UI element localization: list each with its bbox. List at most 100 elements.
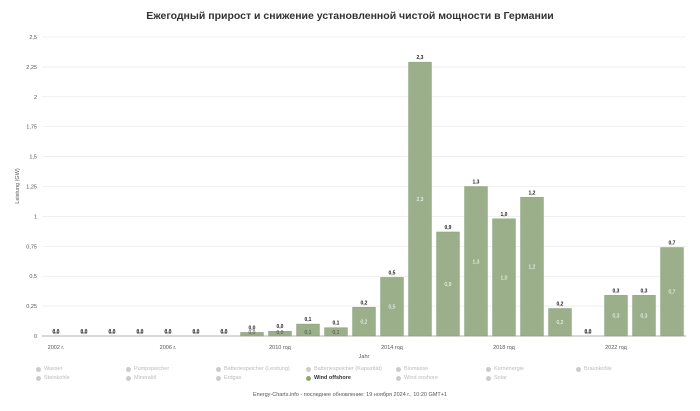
legend-dot-icon	[126, 366, 131, 372]
bar	[464, 186, 488, 337]
x-tick-label: 2014 год	[381, 345, 404, 351]
bar-inner-label: 0,0	[53, 330, 60, 336]
legend-item-label: Mineralöl	[134, 375, 157, 381]
legend-item[interactable]: Wind onshore	[396, 375, 438, 381]
legend-item[interactable]: Wasser	[36, 366, 62, 372]
legend-item[interactable]: Kernenergie	[486, 366, 524, 372]
bar-value-label: 0,5	[389, 270, 396, 276]
legend-item-label: Biomasse	[404, 366, 429, 372]
y-tick-label: 1,25	[26, 185, 37, 191]
x-axis-ticks: 2002 г. 2006 г. 2010 год 2014 год 2018 год 20…	[48, 345, 628, 351]
bar	[548, 308, 572, 337]
bar-value-label: 0,0	[165, 329, 172, 335]
bar-inner-label: 0,0	[137, 330, 144, 336]
bar-inner-label: 0,0	[193, 330, 200, 336]
legend-item[interactable]: Solar	[486, 375, 507, 381]
chart-title: Ежегодный прирост и снижение установленн…	[146, 10, 554, 22]
y-tick-label: 1,75	[26, 125, 37, 131]
legend-item-label: Batteriespeicher (Kapazität)	[314, 366, 382, 372]
bar-inner-label: 0,5	[389, 305, 396, 311]
bar-inner-label: 0,3	[641, 314, 648, 320]
bar	[296, 323, 320, 337]
bar-value-label: 1,2	[529, 190, 536, 196]
bar-value-label: 0,0	[193, 329, 200, 335]
bar-inner-label: 1,3	[473, 259, 480, 265]
bar-inner-label: 0,9	[445, 282, 452, 288]
bar	[408, 61, 432, 337]
bar-inner-label: 0,7	[669, 290, 676, 296]
legend-item[interactable]: Wind offshore	[306, 375, 351, 381]
legend-item[interactable]: Braunkohle	[576, 366, 612, 372]
x-tick-label: 2010 год	[269, 345, 292, 351]
legend-row-2: Steinkohle Mineralöl Erdgas Wind offshore Wi…	[36, 375, 676, 384]
y-axis-ticks: 0 0,25 0,5 0,75 1 1,25 1,5 1,75 2 2,25 2,5	[26, 35, 37, 340]
bar	[604, 295, 628, 337]
legend-item-label: Braunkohle	[584, 366, 612, 372]
bars: 0,00,0 0,00,0 0,00,0 0,00,0 0,00,0 0,00,0 0,00…	[53, 55, 684, 337]
bar-value-label: 0,0	[221, 329, 228, 335]
legend-dot-icon	[306, 375, 311, 381]
bar-value-label: 0,0	[53, 329, 60, 335]
x-tick-label: 2022 год	[605, 345, 628, 351]
bar-inner-label: 2,3	[417, 197, 424, 203]
bar-value-label: 0,1	[333, 321, 340, 327]
legend-dot-icon	[576, 366, 581, 372]
grid-lines	[42, 36, 686, 337]
bar-inner-label: 0,2	[557, 320, 564, 326]
bar-inner-label: 0,0	[277, 330, 284, 336]
bar-inner-label: 0,1	[305, 330, 312, 336]
legend-dot-icon	[216, 366, 221, 372]
y-tick-label: 0,75	[26, 244, 37, 250]
bar-inner-label: 0,1	[333, 330, 340, 336]
legend-item-label: Erdgas	[224, 375, 242, 381]
x-tick-label: 2002 г.	[48, 345, 65, 351]
bar-value-label: 0,0	[81, 329, 88, 335]
y-tick-label: 0,5	[29, 274, 37, 280]
bar-value-label: 0,3	[613, 288, 620, 294]
bar-inner-label: 0,2	[361, 320, 368, 326]
legend-item-label: Solar	[494, 375, 507, 381]
bar-inner-label: 1,0	[501, 275, 508, 281]
bar-inner-label: 0,0	[585, 330, 592, 336]
bar	[492, 218, 516, 337]
legend-item[interactable]: Biomasse	[396, 366, 428, 372]
legend-row-1: Wasser Pumpspeicher Batteriespeicher (Leis…	[36, 366, 676, 375]
legend-dot-icon	[396, 375, 401, 381]
bar	[324, 327, 348, 337]
legend-item[interactable]: Batteriespeicher (Kapazität)	[306, 366, 382, 372]
legend: Wasser Pumpspeicher Batteriespeicher (Leis…	[36, 366, 676, 384]
bar-value-label: 0,7	[669, 240, 676, 246]
bar-inner-label: 0,0	[109, 330, 116, 336]
legend-item-label: Wind onshore	[404, 375, 438, 381]
bar	[436, 231, 460, 337]
legend-dot-icon	[216, 375, 221, 381]
legend-item[interactable]: Pumpspeicher	[126, 366, 169, 372]
bar-value-label: 0,3	[641, 288, 648, 294]
bar-value-label: 0,0	[109, 329, 116, 335]
legend-item[interactable]: Mineralöl	[126, 375, 156, 381]
legend-item[interactable]: Steinkohle	[36, 375, 70, 381]
legend-dot-icon	[126, 375, 131, 381]
bar-inner-label: 0,0	[81, 330, 88, 336]
bar-inner-label: 0,0	[221, 330, 228, 336]
bar-value-label: 0,0	[277, 324, 284, 330]
bar	[268, 331, 292, 337]
x-tick-label: 2006 г.	[160, 345, 177, 351]
bar	[660, 247, 684, 337]
legend-item-label: Pumpspeicher	[134, 366, 170, 372]
x-axis-label: Jahr	[359, 354, 370, 360]
footer-note: Energy-Charts.info - последнее обновлени…	[253, 392, 447, 398]
bar	[380, 277, 404, 337]
y-tick-label: 2,25	[26, 65, 37, 71]
bar-inner-label: 0,3	[613, 314, 620, 320]
bar-value-label: 2,3	[417, 55, 424, 61]
bar-value-label: 0,0	[585, 329, 592, 335]
legend-dot-icon	[36, 366, 41, 372]
legend-dot-icon	[396, 366, 401, 372]
bar-inner-label: 1,2	[529, 265, 536, 271]
bar-inner-label: 0,0	[249, 330, 256, 336]
bar-value-label: 1,0	[501, 212, 508, 218]
legend-item[interactable]: Batteriespeicher (Leistung)	[216, 366, 290, 372]
legend-item[interactable]: Erdgas	[216, 375, 241, 381]
bar-value-label: 0,0	[249, 325, 256, 331]
